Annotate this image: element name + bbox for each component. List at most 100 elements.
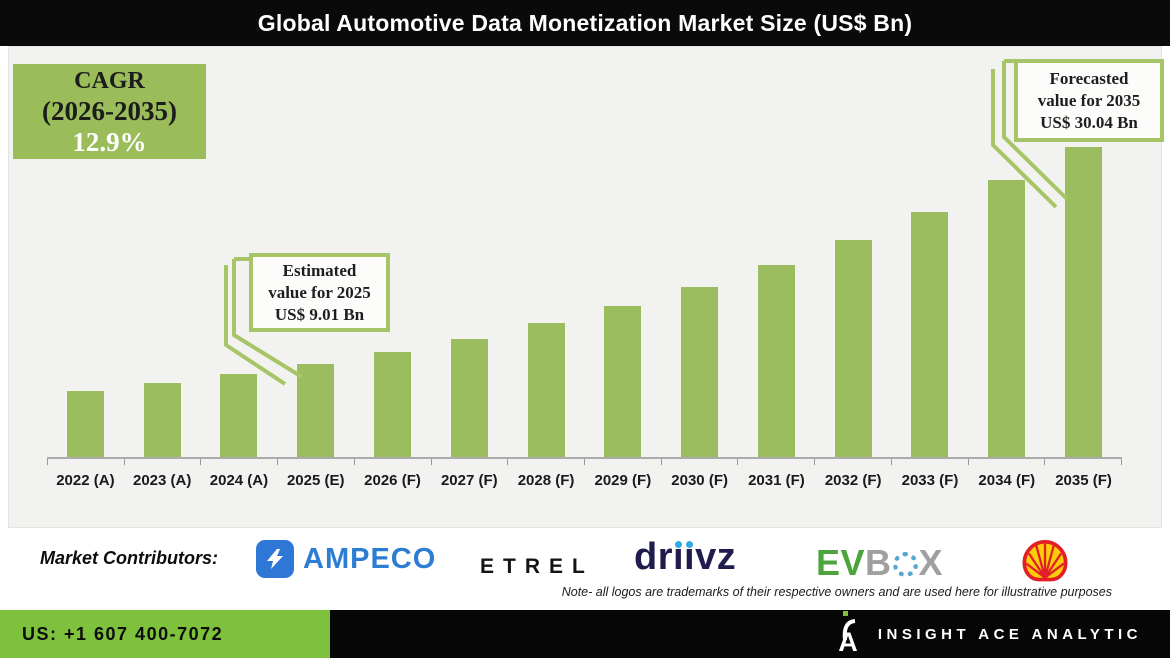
x-axis-label: 2032 (F) (824, 472, 882, 489)
trademark-note: Note- all logos are trademarks of their … (561, 585, 1112, 599)
evbox-dotted-o-icon (892, 552, 918, 577)
bar-2025 (297, 364, 335, 457)
axis-tick (662, 459, 739, 465)
bar-column (431, 339, 508, 457)
title-bar: Global Automotive Data Monetization Mark… (0, 0, 1170, 46)
page-title: Global Automotive Data Monetization Mark… (257, 9, 913, 36)
bar-column (508, 323, 585, 457)
axis-tick (585, 459, 662, 465)
evbox-text-ev: EV (816, 542, 866, 583)
chart-panel: CAGR (2026-2035) 12.9% Estimated value f… (8, 46, 1164, 528)
footer-phone-block: US: +1 607 400-7072 (0, 610, 330, 658)
cagr-range: (2026-2035) (42, 95, 177, 126)
cagr-value: 12.9% (72, 126, 147, 157)
cagr-box: CAGR (2026-2035) 12.9% (13, 64, 206, 159)
callout-line: Estimated (282, 260, 357, 280)
callout-forecasted-2035: Forecasted value for 2035 US$ 30.04 Bn (1014, 59, 1164, 142)
bar-2035 (1065, 147, 1103, 457)
bar-column (277, 364, 354, 457)
ampeco-logo-text: AMPECO (303, 542, 437, 575)
evbox-text-x: X (918, 542, 944, 583)
axis-tick (47, 459, 125, 465)
axis-tick (201, 459, 279, 465)
driivz-text-suffix: vz (695, 536, 737, 578)
bars-area (47, 47, 1122, 459)
x-axis-label: 2034 (F) (978, 472, 1036, 489)
evbox-text-b: B (865, 542, 892, 583)
evbox-logo: EVB X (816, 542, 943, 584)
bar-2029 (604, 306, 642, 457)
market-contributors-strip: Market Contributors: AMPECO ETREL drııvz… (0, 528, 1170, 610)
phone-number: US: +1 607 400-7072 (22, 623, 224, 644)
axis-tick (738, 459, 816, 465)
shell-pecten-logo-icon (1022, 538, 1068, 587)
x-axis-label: 2029 (F) (594, 472, 652, 489)
bar-2023 (143, 383, 181, 457)
x-axis-label: 2027 (F) (440, 472, 498, 489)
x-axis-label: 2033 (F) (901, 472, 959, 489)
axis-tick (815, 459, 892, 465)
ampeco-logo: AMPECO (256, 540, 436, 578)
insight-ace-a-logo-icon: A (834, 610, 862, 659)
axis-tick (969, 459, 1046, 465)
driivz-dotted-ii: ıı (673, 536, 696, 578)
x-axis-label: 2022 (A) (56, 472, 115, 489)
x-axis-label: 2023 (A) (132, 472, 192, 489)
callout-line: value for 2035 (1037, 90, 1141, 110)
x-axis-label: 2030 (F) (671, 472, 728, 489)
brand-name: INSIGHT ACE ANALYTIC (877, 625, 1142, 643)
callout-line: Forecasted (1049, 68, 1129, 88)
callout-estimated-2025: Estimated value for 2025 US$ 9.01 Bn (249, 253, 390, 332)
bar-column (968, 180, 1045, 457)
axis-tick (1045, 459, 1123, 465)
bar-2028 (527, 323, 565, 457)
driivz-text-prefix: dr (634, 536, 673, 578)
x-axis-ticks (47, 459, 1123, 465)
ampeco-bolt-icon (256, 540, 294, 578)
axis-tick (508, 459, 586, 465)
callout-line: US$ 30.04 Bn (1040, 112, 1138, 132)
bar-column (354, 352, 431, 457)
driivz-logo: drııvz (634, 536, 736, 579)
bar-2022 (66, 391, 104, 457)
bar-chart: 2022 (A) 2023 (A) 2024 (A) 2025 (E) 2026 (F)… (47, 47, 1123, 489)
bar-column (47, 391, 124, 457)
market-contributors-label: Market Contributors: (40, 548, 219, 568)
etrel-logo-text: ETREL (480, 555, 594, 578)
axis-tick (892, 459, 969, 465)
bar-2031 (757, 265, 795, 457)
cagr-title: CAGR (74, 67, 145, 94)
bar-column (201, 374, 278, 457)
x-axis-label: 2024 (A) (209, 472, 269, 489)
bar-2027 (450, 339, 488, 457)
bar-column (124, 383, 201, 457)
x-axis-label: 2028 (F) (517, 472, 575, 489)
bar-2024 (220, 374, 258, 457)
svg-text:A: A (838, 627, 858, 654)
bar-column (1045, 147, 1122, 457)
bar-2034 (988, 180, 1026, 457)
footer-brand-block: A INSIGHT ACE ANALYTIC (330, 610, 1170, 658)
bar-2030 (681, 287, 719, 457)
x-axis-label: 2025 (E) (286, 472, 345, 489)
axis-tick (125, 459, 202, 465)
bar-column (892, 212, 969, 457)
axis-tick (278, 459, 355, 465)
bar-column (738, 265, 815, 457)
bar-2026 (374, 352, 412, 457)
callout-line: value for 2025 (268, 282, 371, 302)
bar-column (584, 306, 661, 457)
footer-bar: US: +1 607 400-7072 A INSIGHT ACE ANALYT… (0, 610, 1170, 658)
callout-line: US$ 9.01 Bn (274, 304, 365, 324)
x-axis-label: 2035 (F) (1055, 472, 1112, 489)
bar-2033 (911, 212, 949, 457)
x-axis-label: 2026 (F) (364, 472, 421, 489)
axis-tick (432, 459, 509, 465)
x-axis-labels: 2022 (A) 2023 (A) 2024 (A) 2025 (E) 2026 (F)… (47, 465, 1122, 489)
bar-column (815, 240, 892, 457)
bar-column (661, 287, 738, 457)
axis-tick (355, 459, 432, 465)
bar-2032 (834, 240, 872, 457)
x-axis-label: 2031 (F) (748, 472, 805, 489)
etrel-logo: ETREL (480, 555, 594, 579)
